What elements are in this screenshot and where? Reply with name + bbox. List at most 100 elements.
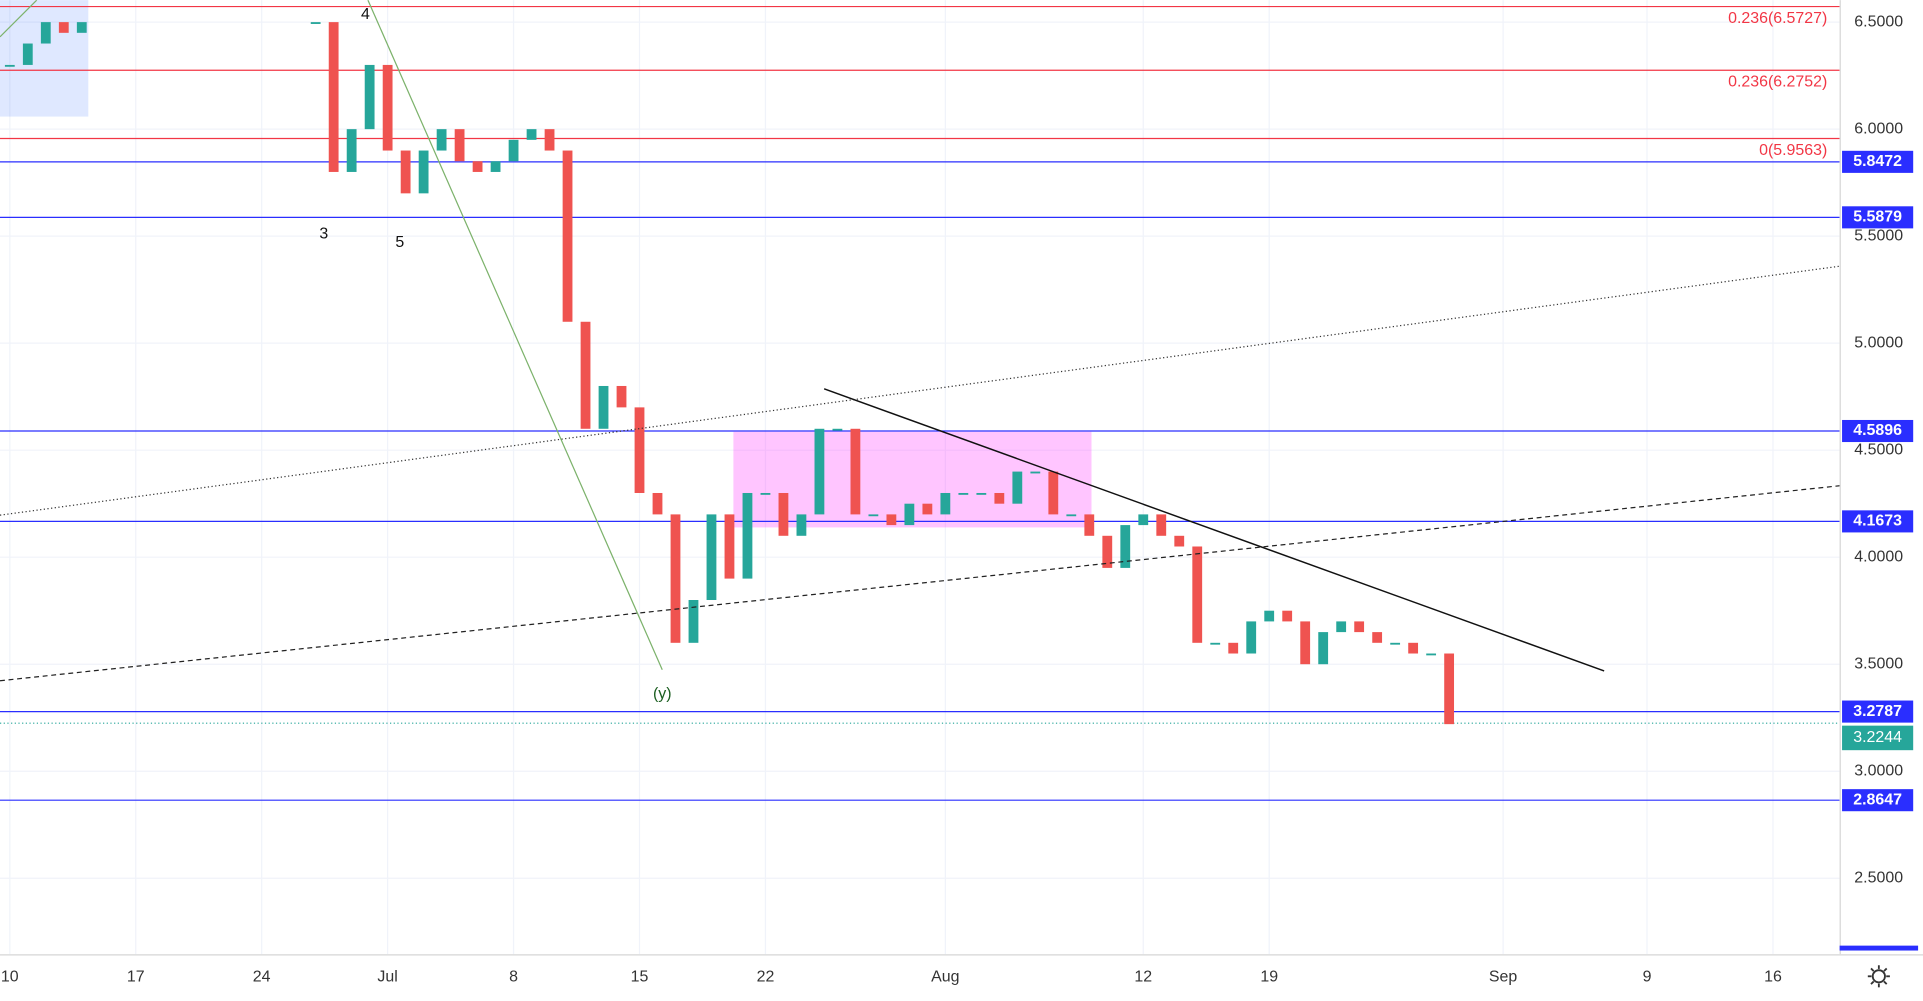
candle (634, 407, 645, 493)
x-tick-label: Sep (1489, 969, 1517, 986)
x-tick-label: 12 (1134, 969, 1152, 986)
candle (868, 514, 879, 517)
price-axis (1839, 0, 1923, 996)
x-tick-label: 9 (1643, 969, 1652, 986)
candle (904, 503, 915, 526)
range-box (0, 0, 89, 117)
candle (1048, 471, 1059, 515)
price-tag (1842, 510, 1914, 533)
candle (22, 43, 33, 65)
candle (1264, 610, 1275, 622)
candle (580, 321, 591, 429)
y-tick-label: 4.0000 (1854, 548, 1903, 565)
candle (1390, 642, 1401, 645)
candle (724, 514, 735, 579)
candle (706, 514, 717, 601)
candle (382, 64, 393, 151)
candle (490, 161, 501, 172)
wave-line (0, 0, 38, 38)
price-tag-label: 2.8647 (1853, 791, 1902, 808)
candle (616, 385, 627, 408)
trend-line (823, 388, 1605, 672)
candle (976, 492, 987, 495)
time-axis (0, 954, 1923, 996)
price-tag-label: 5.8472 (1853, 153, 1902, 170)
candle (1138, 514, 1149, 526)
x-tick-label: 16 (1764, 969, 1782, 986)
candle (814, 428, 825, 515)
y-tick-label: 6.0000 (1854, 120, 1903, 137)
candle (1246, 621, 1257, 654)
settings-icon-spokes (1867, 965, 1890, 988)
candle (922, 503, 933, 515)
price-tag (1842, 725, 1914, 751)
candle (1300, 621, 1311, 665)
candle (688, 600, 699, 643)
candle (796, 514, 807, 536)
wave-label: 3 (319, 226, 328, 243)
candle (562, 150, 573, 322)
x-tick-label: 19 (1260, 969, 1278, 986)
candle (544, 129, 555, 151)
wave-label: 4 (361, 6, 370, 23)
candle (40, 22, 51, 44)
candle (670, 514, 681, 643)
price-tag (1842, 206, 1914, 229)
candle (1318, 632, 1329, 665)
candle (1228, 642, 1239, 654)
grid (0, 0, 1840, 955)
candle (1084, 514, 1095, 536)
candle (1030, 471, 1041, 474)
y-tick-label: 6.5000 (1854, 13, 1903, 30)
candle (1372, 632, 1383, 643)
wave-label: 5 (395, 234, 404, 251)
wave-label: (y) (653, 685, 672, 702)
axis-marker (1839, 945, 1919, 951)
candle (850, 428, 861, 515)
wave-line (367, 0, 663, 670)
candle (1408, 642, 1419, 654)
candle (1066, 514, 1077, 517)
x-tick-label: 15 (631, 969, 649, 986)
candle (1102, 535, 1113, 568)
settings-icon[interactable] (1867, 965, 1890, 988)
candle (652, 492, 663, 515)
candle (778, 492, 789, 536)
candle (526, 129, 537, 140)
candle (400, 150, 411, 194)
candle (1282, 610, 1293, 622)
candle (1120, 525, 1131, 568)
y-tick-label: 5.5000 (1854, 227, 1903, 244)
y-tick-label: 5.0000 (1854, 334, 1903, 351)
candle (1210, 642, 1221, 645)
x-tick-label: 22 (757, 969, 775, 986)
fib-label: 0.236(6.5727) (1728, 10, 1827, 27)
candle (1012, 471, 1023, 504)
candle (4, 64, 15, 67)
y-tick-label: 4.5000 (1854, 441, 1903, 458)
candle (418, 150, 429, 194)
candle (58, 22, 69, 33)
candle (994, 492, 1005, 504)
candle (1156, 514, 1167, 536)
candle (886, 514, 897, 526)
candle (1192, 546, 1203, 643)
candle (328, 22, 339, 172)
settings-icon-ring (1871, 969, 1886, 984)
x-tick-label: 17 (127, 969, 145, 986)
candle (742, 492, 753, 579)
candle (1354, 621, 1365, 633)
x-tick-label: Jul (377, 969, 397, 986)
candle (1174, 535, 1185, 547)
price-tag (1842, 419, 1914, 443)
x-tick-label: 24 (253, 969, 271, 986)
price-tag (1842, 789, 1914, 812)
candle (508, 139, 519, 162)
candle (310, 22, 321, 24)
x-tick-label: Aug (931, 969, 959, 986)
price-tag (1842, 700, 1914, 723)
y-tick-label: 3.5000 (1854, 655, 1903, 672)
candle (958, 492, 969, 495)
candle (346, 129, 357, 172)
